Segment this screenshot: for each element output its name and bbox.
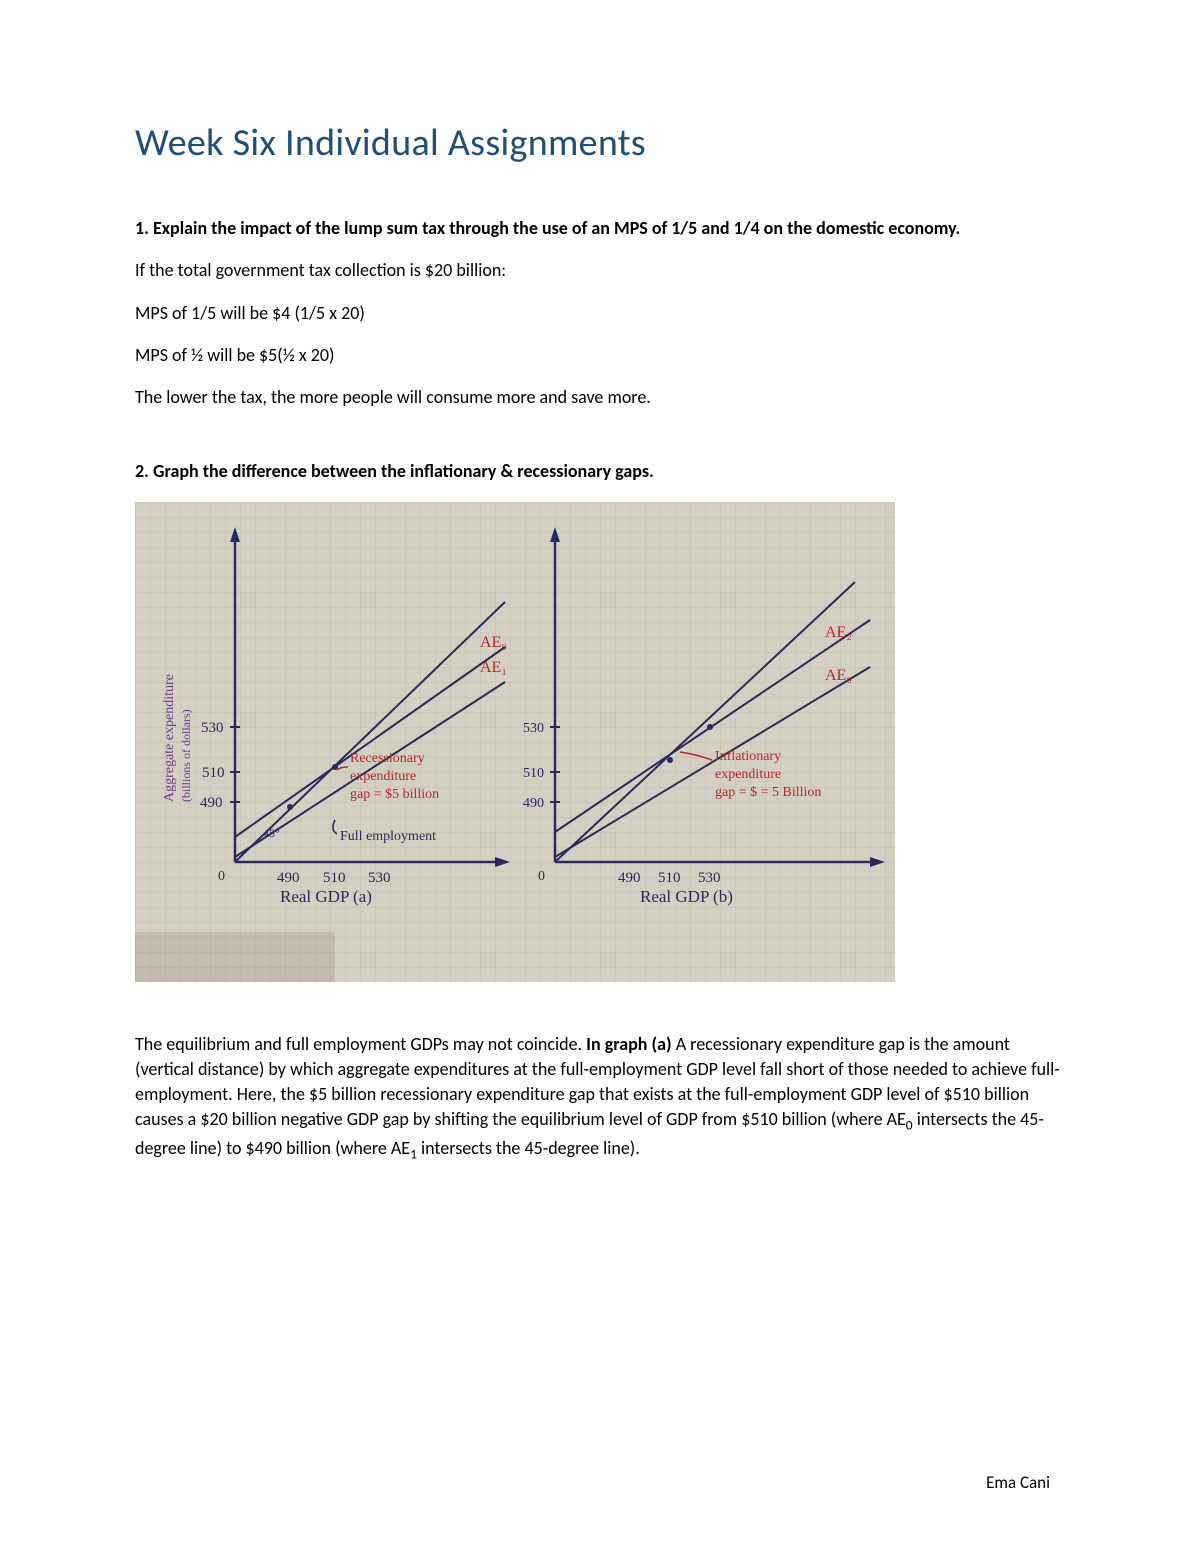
origin-b: 0	[538, 869, 545, 884]
infl-2: expenditure	[715, 767, 781, 782]
q1-line-2: MPS of ½ will be $5(½ x 20)	[135, 343, 1065, 367]
ae0-a: AE₀	[480, 634, 507, 651]
economics-graph: 490 510 530 490 510 530 Real GDP (a) 0 A…	[135, 502, 895, 982]
exp-p1: The equilibrium and full employment GDPs…	[135, 1033, 586, 1055]
graph-svg: 490 510 530 490 510 530 Real GDP (a) 0 A…	[135, 502, 895, 982]
xa-label: Real GDP (a)	[280, 887, 372, 906]
ae2-b: AE₂	[825, 624, 852, 641]
xb-490: 490	[618, 870, 641, 886]
exp-sub2: 1	[410, 1145, 417, 1162]
angle-45: 45°	[263, 826, 280, 840]
exp-p4: intersects the 45-degree line).	[417, 1137, 640, 1159]
xa-530: 530	[368, 870, 391, 886]
recess-3: gap = $5 billion	[350, 787, 439, 802]
xa-490: 490	[277, 870, 300, 886]
y-axis-label-2: (billions of dollars)	[179, 709, 193, 802]
xb-530: 530	[698, 870, 721, 886]
ae0-b: AE₀	[825, 667, 852, 684]
question-2-prompt: 2. Graph the difference between the infl…	[135, 459, 1065, 483]
xb-label: Real GDP (b)	[640, 887, 733, 906]
q1-line-0: If the total government tax collection i…	[135, 258, 1065, 282]
recess-2: expenditure	[350, 769, 416, 784]
yb-510: 510	[523, 766, 544, 781]
ya-510: 510	[202, 765, 225, 781]
ae1-a: AE₁	[480, 659, 507, 676]
exp-bold: In graph (a)	[586, 1033, 671, 1055]
full-emp: Full employment	[340, 829, 436, 844]
page-title: Week Six Individual Assignments	[135, 120, 1065, 166]
q1-line-3: The lower the tax, the more people will …	[135, 385, 1065, 409]
infl-3: gap = $ = 5 Billion	[715, 785, 821, 800]
y-axis-label: Aggregate expenditure	[162, 674, 177, 802]
xa-510: 510	[323, 870, 346, 886]
origin-a: 0	[218, 869, 225, 884]
yb-530: 530	[523, 721, 544, 736]
author-name: Ema Cani	[986, 1472, 1050, 1493]
infl-1: Inflationary	[715, 749, 781, 764]
ya-490: 490	[200, 795, 223, 811]
recess-1: Recessionary	[350, 751, 425, 766]
q2-explanation: The equilibrium and full employment GDPs…	[135, 1032, 1065, 1165]
ya-530: 530	[201, 720, 224, 736]
question-1-prompt: 1. Explain the impact of the lump sum ta…	[135, 216, 1065, 240]
q1-line-1: MPS of 1/5 will be $4 (1/5 x 20)	[135, 301, 1065, 325]
exp-sub1: 0	[906, 1117, 913, 1134]
yb-490: 490	[523, 796, 544, 811]
xb-510: 510	[658, 870, 681, 886]
